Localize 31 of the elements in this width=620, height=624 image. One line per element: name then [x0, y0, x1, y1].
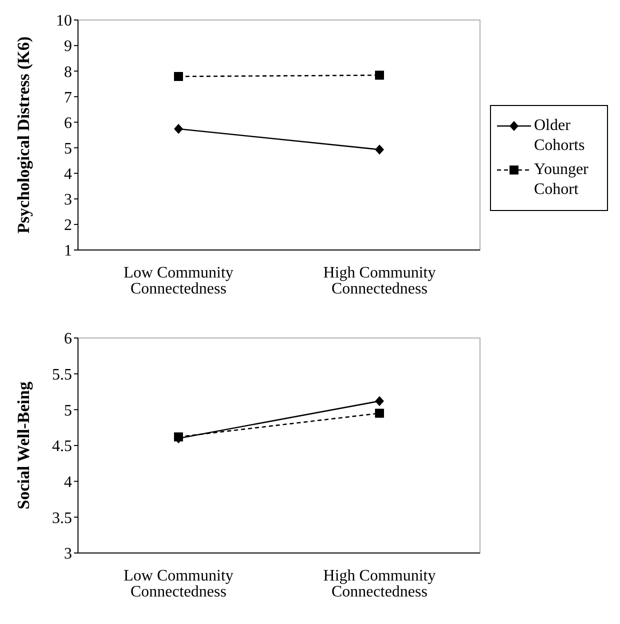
y-tick-label: 1 — [64, 242, 72, 260]
point — [375, 396, 384, 406]
point — [174, 72, 183, 81]
y-tick-label: 5 — [64, 140, 72, 158]
y-tick-label: 6 — [64, 330, 72, 348]
y-tick-label: 5 — [64, 402, 72, 420]
point — [375, 408, 384, 418]
y-tick-label: 3 — [64, 192, 72, 209]
point — [375, 70, 384, 80]
y-tick-label: 7 — [64, 89, 72, 106]
y-tick-label: 9 — [64, 38, 72, 56]
x-tick-label: Low Community Connectedness — [124, 264, 234, 298]
y-tick-label: 3.5 — [52, 510, 72, 527]
y-tick-label: 2 — [64, 217, 72, 234]
y-axis-title: Psychological Distress (K6) — [14, 36, 34, 234]
y-axis-title: Social Well-Being — [14, 381, 34, 510]
point — [375, 144, 384, 155]
y-tick-label: 10 — [56, 12, 72, 30]
point — [174, 124, 183, 134]
y-tick-label: 4 — [64, 474, 72, 492]
legend-label: Younger Cohort — [534, 160, 590, 200]
x-tick-label: High Community Connectedness — [323, 567, 436, 600]
y-tick-label: 4 — [64, 166, 72, 184]
legend-label: Older Cohorts — [534, 116, 586, 156]
x-tick-label: Low Community Connectedness — [124, 567, 234, 600]
x-tick-label: High Community Connectedness — [323, 264, 436, 298]
y-tick-label: 3 — [64, 546, 72, 563]
y-tick-label: 4.5 — [52, 438, 72, 456]
y-tick-label: 6 — [64, 114, 72, 132]
y-tick-label: 8 — [64, 64, 72, 81]
y-tick-label: 5.5 — [52, 366, 72, 384]
